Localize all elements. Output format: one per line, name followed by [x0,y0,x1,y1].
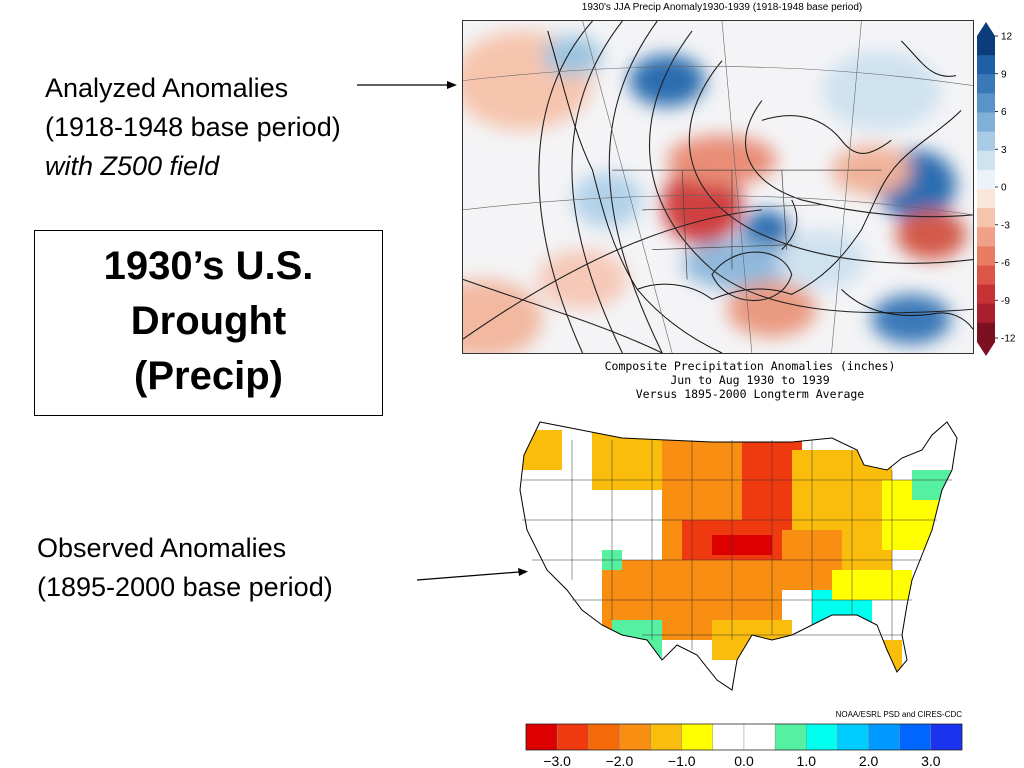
title-line1: 1930’s U.S. [103,244,314,288]
colorbar-segment [977,150,995,171]
colorbar-tick-label: −2.0 [606,753,634,768]
colorbar-segment [977,246,995,266]
observed-anomalies-label: Observed Anomalies (1895-2000 base perio… [37,529,333,607]
colorbar-bottom-arrow [977,342,995,356]
coastlines [547,30,973,353]
caption-line1: Composite Precipitation Anomalies (inche… [604,359,896,373]
colorbar-segment [681,723,714,751]
colorbar-tick-label: 0.0 [734,753,754,768]
colorbar-top-arrow [977,22,995,36]
arrow-to-observed-map [416,568,528,581]
colorbar-segment [977,55,995,75]
analyzed-line3: with Z500 field [45,151,220,181]
colorbar-tick-label: 1.0 [797,753,817,768]
colorbar-segment [525,723,558,751]
analyzed-anomalies-label: Analyzed Anomalies (1918-1948 base perio… [45,69,341,186]
colorbar-tick-label: 9 [1001,69,1007,80]
colorbar-segment [743,723,776,751]
colorbar-tick-label: -6 [1001,258,1010,269]
colorbar-segment [556,723,589,751]
colorbar-tick-label: −3.0 [543,753,571,768]
colorbar-segment [977,303,995,324]
graticule [463,21,973,353]
observed-anomaly-map [519,421,958,691]
caption-line3: Versus 1895-2000 Longterm Average [635,387,865,401]
division-borders [522,440,952,650]
colorbar-tick-label: -3 [1001,220,1010,231]
colorbar-segment [977,74,995,94]
colorbar-segment [806,723,838,751]
colorbar-tick-label: -9 [1001,296,1010,307]
colorbar-segment [977,131,995,152]
arrow-to-analyzed-map [357,81,457,89]
analyzed-line2: (1918-1948 base period) [45,112,341,142]
colorbar-segment [930,723,963,751]
colorbar-segment [977,112,995,133]
colorbar-segment [977,169,995,190]
colorbar-tick-label: 0 [1001,183,1007,194]
colorbar-segment [977,189,995,209]
colorbar-segment [712,723,745,751]
colorbar-segment [837,723,869,751]
colorbar-tick-label: −1.0 [668,753,696,768]
data-credit: NOAA/ESRL PSD and CIRES-CDC [835,710,962,719]
colorbar-tick-label: 12 [1001,32,1013,43]
colorbar-segment [977,227,995,247]
colorbar-segment [977,322,995,343]
observed-colorbar: −3.0 −2.0 −1.0 0.0 1.0 2.0 3.0 [525,723,963,768]
climate-division-fill [520,422,957,690]
observed-map-caption: Composite Precipitation Anomalies (inche… [530,359,970,401]
colorbar-segment [977,284,995,305]
analyzed-map-title: 1930's JJA Precip Anomaly1930-1939 (1918… [581,2,863,13]
drought-title-box: 1930’s U.S. Drought (Precip) [34,230,383,416]
title-line2: Drought [130,299,287,343]
colorbar-tick-label: 6 [1001,107,1007,118]
colorbar-tick-label: 3.0 [921,753,941,768]
colorbar-segment [977,208,995,228]
colorbar-segment [588,723,620,751]
colorbar-segment [619,723,651,751]
colorbar-tick-label: 3 [1001,145,1007,156]
analyzed-colorbar: 12 9 6 3 0 -3 -6 -9 -12 [977,22,1016,356]
colorbar-segment [977,93,995,113]
caption-line2: Jun to Aug 1930 to 1939 [670,373,830,387]
colorbar-segment [977,36,995,56]
state-borders [612,169,882,280]
colorbar-segment [868,723,900,751]
colorbar-segment [774,723,807,751]
analyzed-line1: Analyzed Anomalies [45,73,289,103]
observed-line1: Observed Anomalies [37,533,287,563]
us-outline [519,421,958,691]
colorbar-frame [525,723,963,751]
colorbar-tick-label: -12 [1001,334,1016,345]
observed-line2: (1895-2000 base period) [37,572,333,602]
title-line3: (Precip) [134,354,283,398]
colorbar-segment [899,723,932,751]
analyzed-anomaly-map [462,20,974,354]
colorbar-tick-label: 2.0 [859,753,879,768]
colorbar-segment [977,265,995,286]
z500-contours [463,21,973,353]
colorbar-segment [650,723,682,751]
